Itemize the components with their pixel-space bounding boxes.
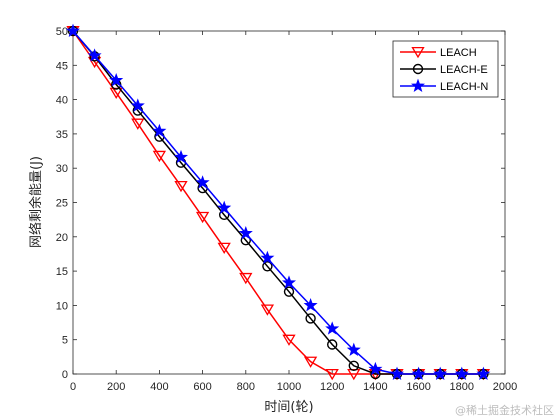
x-tick-label: 1000: [277, 381, 301, 393]
legend-label: LEACH: [440, 47, 477, 59]
data-point: [152, 123, 167, 138]
data-point: [217, 242, 231, 255]
y-tick-label: 40: [56, 95, 68, 107]
data-point: [348, 360, 359, 371]
y-tick-label: 5: [62, 335, 68, 347]
data-point: [305, 313, 316, 324]
x-tick-label: 1600: [406, 381, 430, 393]
x-tick-label: 800: [237, 381, 255, 393]
data-point: [109, 73, 124, 87]
x-tick-label: 600: [193, 381, 211, 393]
data-point: [173, 149, 189, 164]
data-point: [130, 98, 145, 112]
x-tick-label: 0: [70, 381, 76, 393]
data-point: [303, 356, 318, 368]
data-point: [65, 23, 81, 37]
data-point: [303, 298, 318, 312]
data-point: [131, 118, 145, 130]
data-point: [368, 361, 383, 376]
data-point: [262, 261, 273, 272]
data-point: [454, 366, 469, 380]
x-tick-label: 200: [107, 381, 125, 393]
y-tick-label: 0: [62, 369, 68, 381]
series-layer: [65, 23, 491, 381]
y-tick-label: 15: [56, 266, 68, 278]
data-point: [325, 321, 340, 335]
data-point: [239, 272, 253, 285]
data-point: [411, 366, 426, 380]
y-tick-label: 45: [56, 60, 68, 72]
x-tick-label: 1800: [450, 381, 474, 393]
series-leach-n: [65, 23, 491, 380]
y-tick-label: 10: [56, 300, 68, 312]
legend-marker: [411, 46, 425, 59]
data-point: [260, 304, 275, 316]
data-point: [283, 286, 295, 297]
x-tick-label: 1200: [320, 381, 344, 393]
data-point: [152, 150, 167, 163]
data-point: [476, 366, 491, 380]
data-point: [195, 175, 210, 189]
y-axis-title: 网络剩余能量(J): [28, 156, 44, 248]
watermark: @稀土掘金技术社区: [455, 404, 554, 417]
x-tick-label: 1400: [363, 381, 387, 393]
data-point: [217, 200, 232, 214]
legend-label: LEACH-E: [440, 64, 488, 76]
data-point: [87, 48, 102, 62]
data-point: [281, 275, 297, 289]
x-axis-title: 时间(轮): [264, 400, 313, 415]
data-point: [238, 226, 253, 240]
data-point: [346, 342, 361, 356]
legend-marker: [410, 78, 426, 92]
data-point: [389, 366, 405, 380]
legend-marker: [412, 63, 424, 75]
legend-label: LEACH-N: [440, 81, 488, 93]
y-axis-ticks: 0 5 10 15 20 25 30 35 40 45 50: [56, 26, 505, 381]
legend-box: [392, 40, 499, 98]
data-point: [325, 368, 339, 381]
y-tick-label: 30: [56, 163, 68, 175]
x-axis-ticks: 0 200 400 600 800 1000 1200 1400 1600 1800 2000: [70, 31, 517, 393]
y-tick-label: 35: [56, 129, 68, 141]
x-tick-label: 2000: [493, 381, 517, 393]
legend: LEACH LEACH-E LEACH-N: [392, 40, 499, 98]
data-point: [195, 211, 210, 224]
data-point: [260, 250, 275, 265]
x-tick-label: 400: [150, 381, 168, 393]
data-point: [433, 366, 448, 380]
data-point: [282, 334, 296, 346]
y-tick-label: 50: [56, 26, 68, 38]
y-tick-label: 25: [56, 198, 68, 210]
data-point: [174, 180, 188, 193]
data-point: [327, 339, 338, 350]
y-tick-label: 20: [56, 232, 68, 244]
